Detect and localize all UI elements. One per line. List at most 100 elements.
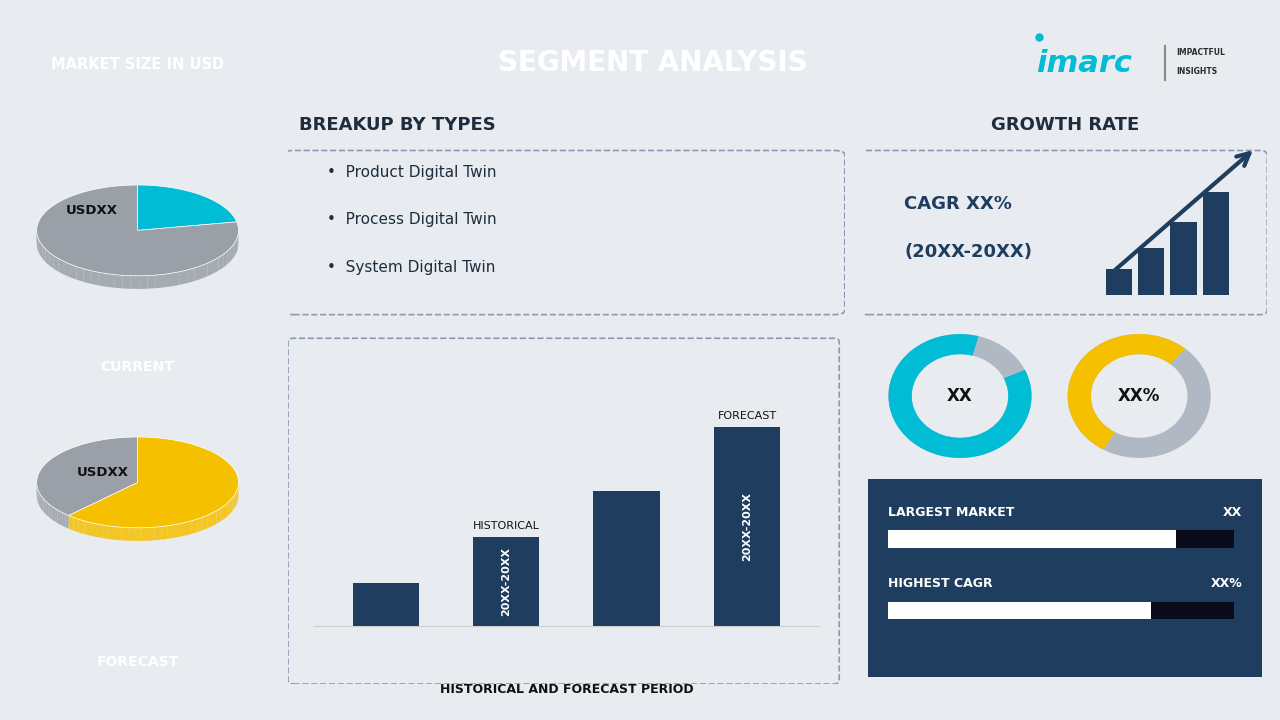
Polygon shape bbox=[63, 513, 65, 527]
Bar bbox=[353, 582, 419, 626]
Polygon shape bbox=[179, 270, 187, 285]
Text: BREAKUP BY TYPES: BREAKUP BY TYPES bbox=[300, 116, 495, 134]
Text: 20XX-20XX: 20XX-20XX bbox=[502, 547, 511, 616]
Text: 20XX-20XX: 20XX-20XX bbox=[742, 492, 751, 561]
Text: SEGMENT ANALYSIS: SEGMENT ANALYSIS bbox=[498, 49, 808, 77]
Polygon shape bbox=[47, 503, 49, 517]
Polygon shape bbox=[140, 276, 147, 289]
Polygon shape bbox=[83, 269, 91, 284]
Text: LARGEST MARKET: LARGEST MARKET bbox=[887, 506, 1014, 519]
FancyBboxPatch shape bbox=[887, 602, 1151, 619]
Bar bbox=[474, 536, 539, 626]
Polygon shape bbox=[168, 525, 174, 539]
Polygon shape bbox=[128, 528, 134, 541]
Wedge shape bbox=[1068, 334, 1185, 449]
Text: IMPACTFUL: IMPACTFUL bbox=[1176, 48, 1225, 58]
Polygon shape bbox=[91, 271, 99, 285]
Polygon shape bbox=[64, 261, 70, 277]
Polygon shape bbox=[195, 266, 201, 281]
Polygon shape bbox=[69, 516, 73, 531]
Polygon shape bbox=[70, 264, 77, 279]
Polygon shape bbox=[60, 511, 63, 526]
Polygon shape bbox=[96, 523, 102, 538]
Polygon shape bbox=[58, 510, 60, 525]
Polygon shape bbox=[192, 519, 197, 534]
Polygon shape bbox=[77, 266, 83, 282]
Polygon shape bbox=[42, 498, 44, 512]
Text: INSIGHTS: INSIGHTS bbox=[1176, 67, 1217, 76]
Text: HISTORICAL: HISTORICAL bbox=[472, 521, 540, 531]
Text: XX: XX bbox=[1224, 506, 1243, 519]
Text: USDXX: USDXX bbox=[77, 466, 128, 479]
Polygon shape bbox=[99, 272, 106, 287]
Text: •  System Digital Twin: • System Digital Twin bbox=[326, 260, 495, 274]
Polygon shape bbox=[37, 185, 238, 276]
Polygon shape bbox=[234, 492, 237, 508]
FancyBboxPatch shape bbox=[1106, 269, 1132, 295]
Polygon shape bbox=[236, 237, 238, 253]
Polygon shape bbox=[219, 254, 223, 271]
Bar bbox=[714, 427, 780, 626]
Polygon shape bbox=[59, 258, 64, 274]
Polygon shape bbox=[109, 526, 115, 540]
Text: GROWTH RATE: GROWTH RATE bbox=[992, 116, 1139, 134]
Polygon shape bbox=[44, 499, 45, 513]
Text: FORECAST: FORECAST bbox=[96, 655, 179, 670]
FancyBboxPatch shape bbox=[1175, 530, 1234, 548]
Polygon shape bbox=[156, 274, 164, 288]
Polygon shape bbox=[186, 521, 192, 536]
Polygon shape bbox=[40, 242, 42, 258]
Polygon shape bbox=[228, 248, 230, 264]
Polygon shape bbox=[138, 185, 237, 230]
Text: XX%: XX% bbox=[1117, 387, 1161, 405]
Polygon shape bbox=[46, 249, 50, 266]
Polygon shape bbox=[233, 495, 234, 510]
FancyBboxPatch shape bbox=[1138, 248, 1165, 295]
Polygon shape bbox=[234, 240, 236, 257]
Polygon shape bbox=[174, 523, 180, 538]
Polygon shape bbox=[69, 437, 238, 528]
Polygon shape bbox=[180, 522, 186, 536]
Polygon shape bbox=[115, 526, 122, 540]
Polygon shape bbox=[114, 274, 123, 289]
Polygon shape bbox=[79, 519, 84, 534]
Polygon shape bbox=[223, 251, 228, 268]
FancyBboxPatch shape bbox=[852, 471, 1277, 685]
Polygon shape bbox=[90, 523, 96, 537]
Polygon shape bbox=[42, 246, 46, 262]
Text: imarc: imarc bbox=[1036, 48, 1132, 78]
Polygon shape bbox=[55, 508, 58, 523]
Text: (20XX-20XX): (20XX-20XX) bbox=[905, 243, 1033, 261]
Polygon shape bbox=[123, 275, 131, 289]
Polygon shape bbox=[230, 244, 234, 261]
Polygon shape bbox=[122, 527, 128, 541]
Wedge shape bbox=[888, 334, 1032, 458]
Polygon shape bbox=[228, 500, 230, 516]
Polygon shape bbox=[161, 526, 168, 540]
Text: CAGR XX%: CAGR XX% bbox=[905, 195, 1012, 213]
Polygon shape bbox=[148, 527, 155, 541]
Text: CURRENT: CURRENT bbox=[101, 360, 174, 374]
Text: USDXX: USDXX bbox=[67, 204, 118, 217]
Polygon shape bbox=[45, 500, 47, 516]
Polygon shape bbox=[102, 525, 109, 539]
Text: MARKET SIZE IN USD: MARKET SIZE IN USD bbox=[51, 58, 224, 72]
Polygon shape bbox=[187, 268, 195, 283]
Polygon shape bbox=[197, 517, 202, 532]
Polygon shape bbox=[49, 504, 51, 518]
Polygon shape bbox=[172, 271, 179, 287]
FancyBboxPatch shape bbox=[887, 530, 1175, 548]
Polygon shape bbox=[52, 507, 55, 522]
Polygon shape bbox=[155, 526, 161, 540]
Polygon shape bbox=[37, 437, 138, 516]
Polygon shape bbox=[201, 264, 207, 279]
Polygon shape bbox=[224, 503, 228, 519]
Polygon shape bbox=[230, 498, 233, 513]
Polygon shape bbox=[50, 253, 54, 269]
Polygon shape bbox=[51, 505, 52, 520]
Polygon shape bbox=[220, 506, 224, 521]
Polygon shape bbox=[142, 528, 148, 541]
FancyBboxPatch shape bbox=[1170, 222, 1197, 295]
Text: HISTORICAL AND FORECAST PERIOD: HISTORICAL AND FORECAST PERIOD bbox=[439, 683, 694, 696]
Polygon shape bbox=[214, 258, 219, 274]
